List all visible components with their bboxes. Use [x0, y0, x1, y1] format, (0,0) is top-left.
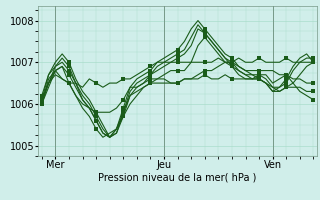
X-axis label: Pression niveau de la mer( hPa ): Pression niveau de la mer( hPa ) — [99, 173, 257, 183]
